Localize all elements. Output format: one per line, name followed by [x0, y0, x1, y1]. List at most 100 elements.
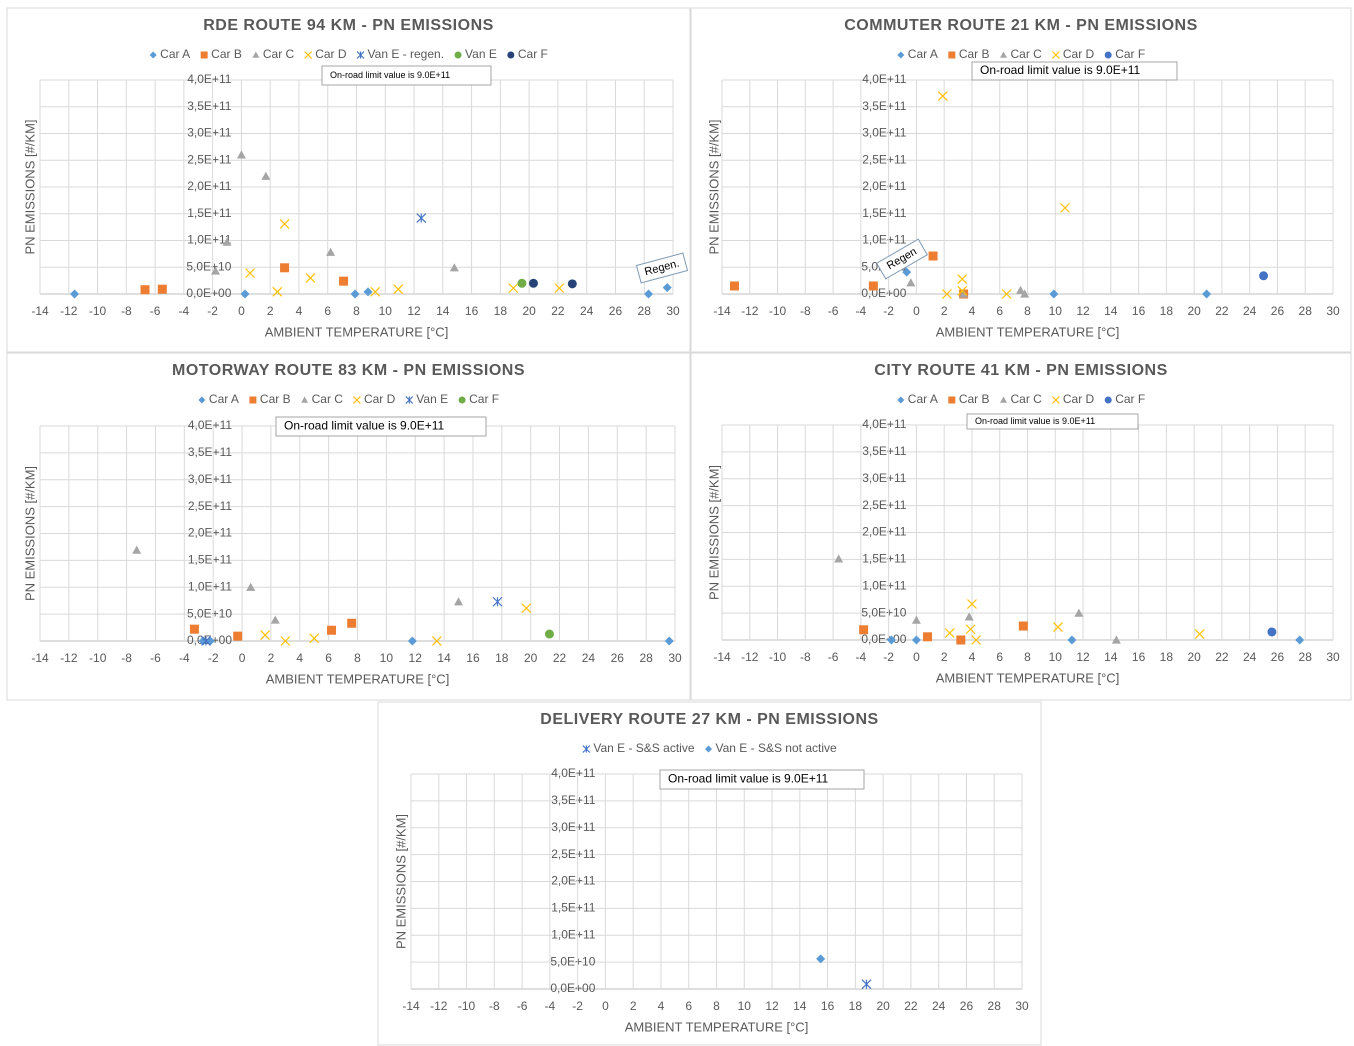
legend-label: Car F	[1115, 392, 1145, 406]
marker	[252, 51, 260, 58]
marker-shape	[222, 237, 232, 246]
y-tick-label: 4,0E+11	[862, 417, 906, 431]
marker	[582, 745, 591, 753]
marker	[1051, 396, 1060, 404]
y-axis-label: PN EMISSIONS [#/KM]	[706, 119, 721, 254]
marker-shape	[1104, 396, 1112, 404]
x-tick-label: -12	[60, 651, 78, 665]
marker-shape	[971, 635, 982, 645]
legend-label: Car C	[312, 392, 344, 406]
y-tick-label: 3,5E+11	[862, 99, 906, 113]
legend-label: Car F	[518, 47, 548, 61]
marker	[149, 51, 157, 59]
y-tick-label: 5,0E+10	[861, 605, 906, 619]
marker	[957, 285, 968, 296]
marker	[1000, 396, 1008, 403]
y-tick-label: 2,5E+11	[188, 499, 232, 513]
x-tick-label: -4	[179, 651, 190, 665]
marker-shape	[1051, 51, 1060, 59]
x-tick-label: -14	[402, 999, 420, 1013]
x-tick-label: -12	[741, 650, 759, 664]
chart-panel: RDE ROUTE 94 KM - PN EMISSIONS 0,0E+00 5,0…	[6, 7, 691, 353]
marker	[948, 51, 956, 59]
legend: Van E - S&S active Van E - S&S not active	[582, 741, 837, 755]
x-tick-label: 4	[969, 650, 976, 664]
marker-shape	[554, 283, 565, 294]
marker-shape	[911, 635, 921, 645]
marker-shape	[1001, 289, 1012, 299]
marker-shape	[252, 51, 260, 58]
marker-shape	[353, 396, 361, 404]
marker	[233, 631, 243, 641]
chart-panel: DELIVERY ROUTE 27 KM - PN EMISSIONS 0,0E+…	[377, 701, 1042, 1046]
x-tick-label: 28	[988, 999, 1002, 1013]
x-tick-label: 2	[267, 304, 274, 318]
data-layer	[70, 150, 672, 299]
annotation-box	[275, 416, 487, 437]
marker-shape	[965, 624, 976, 635]
x-tick-label: 28	[638, 304, 652, 318]
legend-label: Car A	[209, 392, 239, 406]
annotation-box	[966, 413, 1139, 430]
annotation-box	[659, 769, 865, 790]
marker	[353, 396, 361, 404]
x-tick-label: -10	[769, 304, 787, 318]
marker-shape	[886, 635, 896, 645]
marker-shape	[508, 283, 519, 294]
marker-shape	[507, 51, 515, 59]
y-tick-label: 3,5E+11	[862, 444, 906, 458]
x-tick-label: -4	[856, 304, 867, 318]
x-tick-label: 4	[658, 999, 665, 1013]
x-tick-label: 28	[1299, 650, 1313, 664]
marker-shape	[407, 636, 417, 646]
x-tick-label: -4	[179, 304, 190, 318]
marker	[704, 745, 712, 753]
x-tick-label: 12	[407, 304, 421, 318]
x-tick-label: 30	[668, 651, 682, 665]
marker-shape	[528, 278, 538, 288]
y-tick-label: 1,5E+11	[187, 206, 231, 220]
x-tick-label: 0	[238, 304, 245, 318]
marker	[393, 284, 404, 295]
x-tick-label: 16	[1132, 304, 1146, 318]
x-axis-label: AMBIENT TEMPERATURE [°C]	[265, 324, 449, 339]
marker	[280, 636, 291, 646]
marker-shape	[157, 284, 167, 294]
legend-label: Car D	[1063, 47, 1095, 61]
y-tick-label: 5,0E+10	[187, 606, 232, 620]
marker	[279, 218, 290, 229]
marker-shape	[1049, 289, 1059, 299]
panel-border	[377, 701, 1042, 1046]
marker-shape	[304, 51, 313, 59]
x-tick-label: 8	[713, 999, 720, 1013]
marker-shape	[1111, 635, 1121, 644]
x-tick-label: -6	[150, 651, 161, 665]
y-tick-label: 1,5E+11	[862, 552, 906, 566]
x-tick-label: -2	[883, 304, 894, 318]
marker-shape	[339, 276, 349, 286]
x-tick-label: 8	[353, 304, 360, 318]
marker-shape	[911, 615, 921, 624]
x-axis-label: AMBIENT TEMPERATURE [°C]	[625, 1019, 809, 1034]
legend-label: Car D	[1063, 392, 1095, 406]
chart-title: COMMUTER ROUTE 21 KM - PN EMISSIONS	[844, 17, 1198, 34]
legend-label: Van E	[465, 47, 497, 61]
x-tick-label: 10	[379, 304, 393, 318]
legend-label: Van E - S&S active	[593, 741, 694, 755]
marker-shape	[350, 289, 360, 299]
marker	[861, 979, 872, 990]
x-tick-label: 4	[969, 304, 976, 318]
marker-shape	[189, 624, 199, 634]
x-tick-label: -2	[883, 650, 894, 664]
y-tick-label: 3,5E+11	[188, 445, 232, 459]
marker-shape	[517, 278, 527, 288]
x-tick-label: 26	[960, 999, 974, 1013]
marker	[280, 263, 290, 273]
marker-shape	[198, 396, 206, 404]
y-tick-label: 3,0E+11	[862, 126, 906, 140]
marker	[492, 596, 503, 607]
x-tick-label: 30	[666, 304, 680, 318]
x-tick-label: 20	[1187, 304, 1201, 318]
marker-shape	[948, 51, 956, 59]
marker-shape	[1051, 396, 1060, 404]
